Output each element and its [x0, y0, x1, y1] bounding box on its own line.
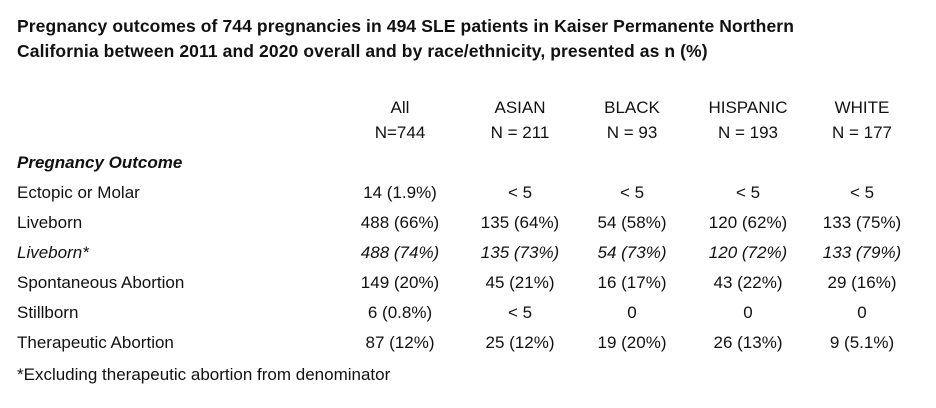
column-n: N = 193	[717, 123, 778, 142]
cell-asian: 25 (12%)	[485, 333, 555, 352]
column-header-all: All N=744	[340, 95, 460, 145]
cell-all: 488 (66%)	[360, 213, 440, 232]
cell-asian: < 5	[507, 183, 533, 202]
cell-white: 9 (5.1%)	[829, 333, 895, 352]
column-n: N = 177	[831, 123, 892, 142]
row-label: Ectopic or Molar	[17, 183, 140, 202]
column-header-hispanic: HISPANIC N = 193	[688, 95, 808, 145]
column-n: N = 93	[606, 123, 658, 142]
section-header-row: Pregnancy Outcome	[0, 148, 936, 178]
row-label: Liveborn	[17, 213, 83, 232]
row-label: Spontaneous Abortion	[17, 273, 185, 292]
cell-hispanic: < 5	[735, 183, 761, 202]
row-label: Stillborn	[17, 303, 79, 322]
title-line-1: Pregnancy outcomes of 744 pregnancies in…	[17, 16, 794, 36]
cell-black: 0	[627, 303, 637, 322]
cell-white: < 5	[849, 183, 875, 202]
table-row: Liveborn* 488 (74%) 135 (73%) 54 (73%) 1…	[0, 238, 936, 268]
cell-all: 87 (12%)	[365, 333, 435, 352]
column-name: HISPANIC	[708, 98, 788, 117]
table-row: Therapeutic Abortion 87 (12%) 25 (12%) 1…	[0, 328, 936, 358]
cell-black: 54 (73%)	[597, 243, 667, 262]
column-header-asian: ASIAN N = 211	[460, 95, 580, 145]
cell-black: < 5	[619, 183, 645, 202]
column-n: N=744	[374, 123, 426, 142]
title-line-2: California between 2011 and 2020 overall…	[17, 41, 708, 61]
cell-white: 0	[857, 303, 867, 322]
section-header: Pregnancy Outcome	[17, 153, 183, 172]
cell-hispanic: 120 (62%)	[708, 213, 788, 232]
cell-all: 488 (74%)	[360, 243, 440, 262]
cell-asian: 135 (73%)	[480, 243, 560, 262]
column-name: ASIAN	[494, 98, 546, 117]
cell-all: 6 (0.8%)	[367, 303, 433, 322]
cell-white: 133 (79%)	[822, 243, 902, 262]
cell-white: 29 (16%)	[827, 273, 897, 292]
table-title: Pregnancy outcomes of 744 pregnancies in…	[17, 14, 917, 64]
table-row: Spontaneous Abortion 149 (20%) 45 (21%) …	[0, 268, 936, 298]
row-label: Therapeutic Abortion	[17, 333, 174, 352]
cell-hispanic: 43 (22%)	[713, 273, 783, 292]
column-n: N = 211	[490, 123, 550, 142]
table-row: Stillborn 6 (0.8%) < 5 0 0 0	[0, 298, 936, 328]
cell-hispanic: 0	[743, 303, 753, 322]
cell-white: 133 (75%)	[822, 213, 902, 232]
cell-black: 54 (58%)	[597, 213, 667, 232]
cell-asian: < 5	[507, 303, 533, 322]
column-name: BLACK	[604, 98, 660, 117]
cell-asian: 45 (21%)	[485, 273, 555, 292]
cell-asian: 135 (64%)	[480, 213, 560, 232]
cell-black: 19 (20%)	[597, 333, 667, 352]
cell-hispanic: 26 (13%)	[713, 333, 783, 352]
row-label: Liveborn*	[17, 243, 89, 262]
column-name: WHITE	[834, 98, 890, 117]
cell-all: 149 (20%)	[360, 273, 440, 292]
table-row: Ectopic or Molar 14 (1.9%) < 5 < 5 < 5 <…	[0, 178, 936, 208]
cell-all: 14 (1.9%)	[363, 183, 437, 202]
footnote: *Excluding therapeutic abortion from den…	[17, 365, 391, 384]
cell-black: 16 (17%)	[597, 273, 667, 292]
column-name: All	[390, 98, 410, 117]
column-header-black: BLACK N = 93	[576, 95, 688, 145]
cell-hispanic: 120 (72%)	[708, 243, 788, 262]
table-row: Liveborn 488 (66%) 135 (64%) 54 (58%) 12…	[0, 208, 936, 238]
column-header-white: WHITE N = 177	[806, 95, 918, 145]
